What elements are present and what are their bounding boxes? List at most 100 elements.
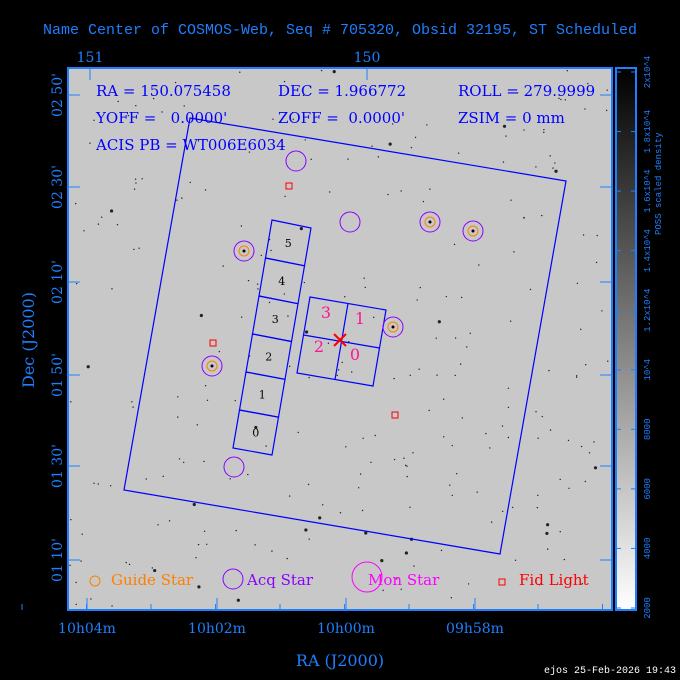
star — [538, 583, 541, 586]
star — [145, 478, 147, 480]
star — [197, 543, 200, 546]
star — [428, 409, 430, 412]
star — [131, 401, 133, 403]
star — [514, 559, 517, 561]
acq-star — [201, 355, 223, 377]
star — [100, 216, 103, 218]
legend-fid-icon — [498, 578, 506, 586]
colorbar — [615, 67, 637, 611]
star — [440, 549, 443, 552]
star — [218, 350, 221, 353]
x-top-tick-label: 151 — [77, 50, 104, 66]
star — [196, 424, 198, 426]
star — [297, 431, 299, 434]
info-zsim: ZSIM = 0 mm — [458, 109, 565, 127]
star — [537, 494, 539, 497]
star — [593, 466, 598, 470]
star — [116, 223, 119, 226]
fid-light — [391, 411, 399, 419]
fid-light — [285, 182, 293, 190]
star — [222, 265, 224, 267]
star — [501, 425, 504, 427]
background-stars — [69, 69, 609, 607]
star — [210, 364, 214, 368]
star — [177, 416, 179, 418]
star — [584, 480, 587, 483]
y-tick-label: 02 30' — [50, 165, 66, 209]
star — [117, 100, 119, 103]
legend-acq-icon — [222, 568, 244, 590]
star — [466, 346, 468, 348]
star — [272, 118, 274, 120]
star — [588, 452, 591, 454]
star — [457, 152, 460, 154]
info-ra: RA = 150.075458 — [96, 82, 231, 100]
star — [70, 518, 72, 521]
star — [235, 529, 237, 532]
colorbar-tick-label: 10^4 — [643, 359, 653, 381]
star — [75, 282, 78, 285]
star — [254, 544, 256, 546]
star — [393, 458, 396, 461]
star — [469, 332, 471, 334]
star — [541, 214, 543, 217]
star — [70, 401, 72, 403]
acis-s-chip-label: 4 — [278, 275, 285, 288]
star — [203, 530, 206, 533]
star — [404, 551, 408, 555]
acq-star — [419, 211, 441, 233]
star — [437, 320, 441, 324]
star — [75, 581, 77, 584]
star — [563, 558, 566, 561]
star — [364, 531, 368, 535]
star — [576, 282, 579, 285]
star — [344, 296, 346, 298]
star — [478, 264, 480, 266]
star — [564, 99, 567, 101]
star — [161, 111, 163, 113]
star — [69, 564, 71, 567]
star — [606, 89, 608, 91]
star — [559, 530, 561, 533]
star — [303, 281, 306, 284]
star — [134, 178, 137, 180]
star — [229, 478, 231, 480]
acq-star — [382, 316, 404, 338]
star — [307, 483, 310, 486]
colorbar-tick-label: 1.6x10^4 — [643, 170, 653, 213]
star — [554, 169, 558, 173]
legend-guide-icon — [89, 575, 101, 587]
star — [607, 360, 609, 362]
star — [83, 230, 85, 232]
star — [347, 158, 349, 160]
star — [206, 543, 208, 545]
star — [299, 227, 303, 231]
star — [240, 225, 243, 227]
star — [75, 603, 77, 606]
legend-mon: Mon Star — [368, 571, 440, 589]
star — [283, 293, 286, 295]
star — [318, 516, 322, 520]
colorbar-tick-label: 4000 — [643, 538, 653, 560]
x-tick-label: 10h00m — [317, 621, 375, 637]
star — [182, 461, 185, 464]
star — [361, 509, 364, 512]
star — [406, 465, 408, 467]
star — [507, 406, 510, 409]
star — [371, 145, 373, 147]
star — [605, 109, 608, 112]
axis-ticks — [21, 68, 612, 610]
star — [454, 374, 456, 377]
star — [536, 506, 539, 509]
star — [451, 494, 453, 497]
star — [581, 582, 583, 585]
star — [370, 461, 372, 464]
star — [414, 136, 417, 139]
star — [443, 436, 445, 438]
star — [242, 249, 246, 253]
star — [404, 464, 407, 467]
star — [203, 460, 205, 463]
star — [559, 478, 561, 481]
star — [341, 361, 343, 364]
star — [406, 475, 408, 478]
